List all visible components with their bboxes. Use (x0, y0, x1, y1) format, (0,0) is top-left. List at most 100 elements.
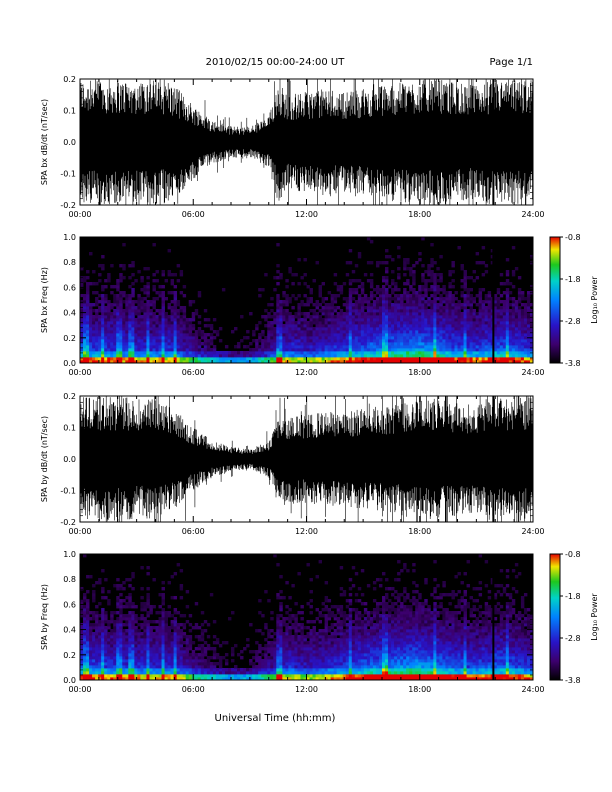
spectrogram-cell (258, 599, 262, 603)
spectrogram-cell (285, 665, 289, 669)
spectrogram-cell (152, 324, 156, 328)
spectrogram-cell (155, 318, 159, 322)
spectrogram-cell (502, 303, 507, 307)
spectrogram-cell (348, 360, 353, 364)
spectrogram-cell (80, 665, 84, 669)
spectrogram-cell (466, 342, 470, 346)
spectrogram-cell (188, 656, 193, 660)
spectrogram-cell (267, 659, 271, 663)
spectrogram-cell (327, 306, 332, 310)
spectrogram-cell (110, 617, 114, 621)
spectrogram-cell (149, 312, 153, 316)
spectrogram-cell (261, 662, 265, 666)
spectrogram-cell (206, 333, 211, 337)
spectrogram-cell (143, 267, 147, 271)
spectrogram-cell (412, 315, 416, 319)
spectrogram-cell (176, 635, 181, 639)
spectrogram-cell (231, 653, 235, 657)
spectrogram-cell (164, 321, 168, 325)
spectrogram-cell (430, 309, 434, 313)
spectrogram-cell (282, 312, 286, 316)
spectrogram-cell (378, 360, 383, 364)
spectrogram-cell (517, 315, 522, 319)
spectrogram-cell (297, 641, 301, 645)
spectrogram-cell (409, 330, 413, 334)
spectrogram-cell (466, 318, 470, 322)
spectrogram-cell (460, 339, 464, 343)
spectrogram-cell (514, 315, 519, 319)
spectrogram-cell (179, 354, 184, 358)
spectrogram-cell (460, 312, 464, 316)
spectrogram-cell (436, 351, 440, 355)
spectrogram-cell (375, 288, 380, 292)
spectrogram-cell (327, 333, 332, 337)
spectrogram-cell (333, 282, 338, 286)
spectrogram-cell (86, 614, 90, 618)
spectrogram-cell (469, 330, 473, 334)
spectrogram-cell (125, 297, 129, 301)
spectrogram-cell (173, 662, 178, 666)
spectrogram-cell (218, 665, 223, 669)
spectrogram-cell (433, 339, 437, 343)
spectrogram-cell (291, 333, 295, 337)
spectrogram-cell (255, 351, 259, 355)
spectrogram-cell (80, 647, 84, 651)
spectrogram-cell (433, 300, 437, 304)
spectrogram-cell (451, 327, 455, 331)
spectrogram-cell (466, 294, 470, 298)
spectrogram-cell (463, 345, 467, 349)
spectrogram-cell (116, 635, 120, 639)
spectrogram-cell (128, 665, 132, 669)
spectrogram-cell (173, 626, 178, 630)
spectrogram-cell (161, 336, 165, 340)
spectrogram-cell (155, 279, 159, 283)
spectrogram-cell (297, 626, 301, 630)
spectrogram-cell (517, 327, 522, 331)
spectrogram-cell (83, 626, 87, 630)
spectrogram-cell (463, 297, 467, 301)
spectrogram-cell (137, 336, 141, 340)
spectrogram-cell (397, 315, 401, 319)
spectrogram-cell (279, 357, 283, 361)
spectrogram-cell (227, 671, 232, 675)
spectrogram-cell (375, 303, 380, 307)
spectrogram-cell (508, 291, 513, 295)
spectrogram-cell (375, 318, 380, 322)
spectrogram-cell (400, 327, 404, 331)
spectrogram-cell (173, 318, 178, 322)
spectrogram-cell (409, 315, 413, 319)
spectrogram-cell (128, 671, 132, 675)
spectrogram-cell (445, 303, 449, 307)
spectrogram-cell (508, 345, 513, 349)
spectrogram-cell (95, 303, 99, 307)
spectrogram-cell (203, 333, 208, 337)
spectrogram-cell (140, 662, 144, 666)
spectrogram-cell (98, 653, 102, 657)
spectrogram-cell (113, 318, 117, 322)
spectrogram-cell (173, 273, 178, 277)
spectrogram-cell (179, 653, 184, 657)
spectrogram-cell (436, 357, 440, 361)
spectrogram-cell (116, 300, 120, 304)
spectrogram-cell (191, 665, 196, 669)
spectrogram-cell (496, 336, 501, 340)
spectrogram-cell (288, 677, 292, 681)
spectrogram-cell (86, 339, 90, 343)
spectrogram-cell (409, 321, 413, 325)
spectrogram-cell (342, 318, 347, 322)
spectrogram-cell (179, 659, 184, 663)
spectrogram-cell (484, 351, 489, 355)
spectrogram-cell (375, 357, 380, 361)
spectrogram-cell (484, 330, 489, 334)
spectrogram-cell (83, 294, 87, 298)
spectrogram-cell (231, 659, 235, 663)
spectrogram-cell (418, 312, 422, 316)
spectrogram-cell (457, 312, 461, 316)
spectrogram-cell (493, 306, 498, 310)
spectrogram-cell (128, 315, 132, 319)
spectrogram-cell (481, 348, 486, 352)
spectrogram-cell (146, 662, 150, 666)
spectrogram-cell (83, 312, 87, 316)
spectrogram-cell (300, 348, 304, 352)
spectrogram-cell (224, 671, 229, 675)
